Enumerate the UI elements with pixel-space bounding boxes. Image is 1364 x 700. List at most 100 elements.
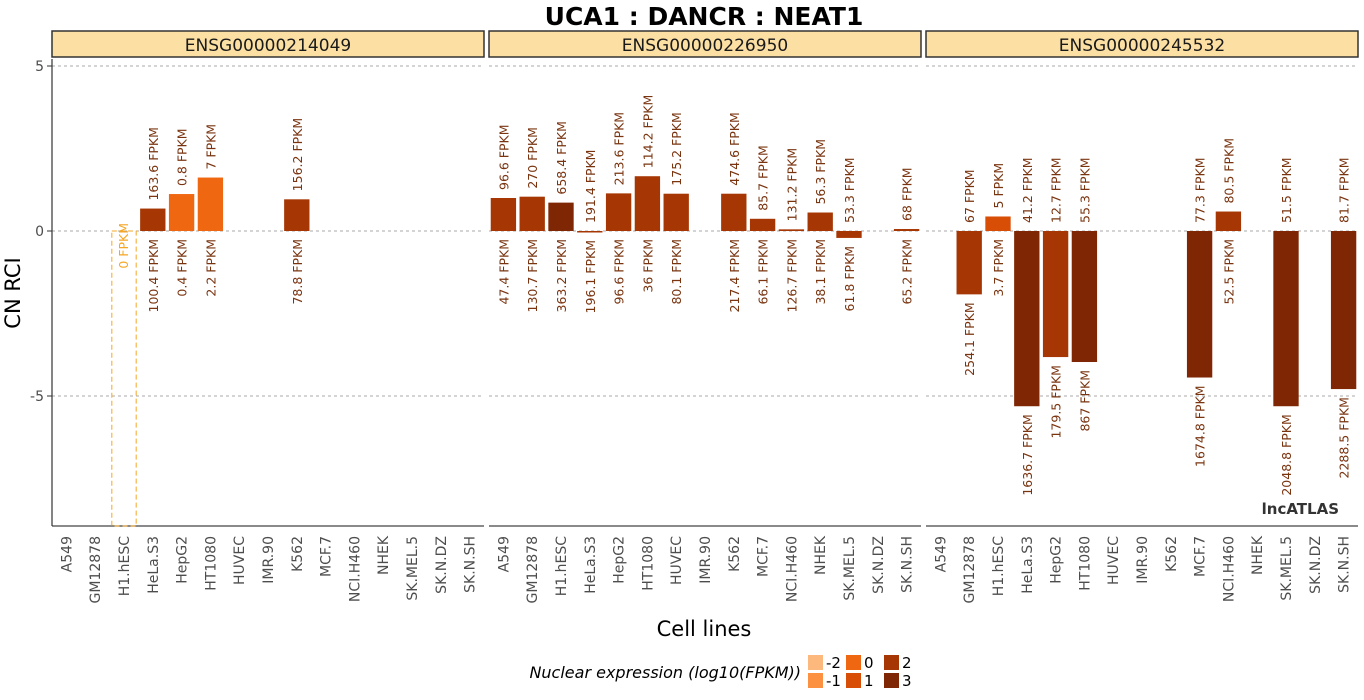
x-tick-label: SK.N.SH	[900, 536, 916, 593]
x-tick-label: SK.N.SH	[463, 536, 479, 593]
data-label-nuc: 65.2 FPKM	[900, 239, 915, 305]
x-tick-label: HepG2	[1049, 536, 1065, 584]
x-tick-label: IMR.90	[698, 536, 714, 584]
data-label-cyto: 55.3 FPKM	[1077, 157, 1092, 223]
x-tick-label: H1.hESC	[117, 536, 133, 596]
legend-label: 0	[864, 654, 874, 672]
data-label-nuc: 2288.5 FPKM	[1337, 397, 1352, 478]
x-tick-label: H1.hESC	[554, 536, 570, 596]
bar	[836, 231, 862, 238]
x-tick-label: GM12878	[525, 536, 541, 603]
facet-strip	[925, 30, 1359, 58]
y-tick-label: 5	[35, 59, 44, 75]
bar	[985, 216, 1011, 231]
data-label-nuc: 0.4 FPKM	[175, 239, 190, 297]
facet-strip	[51, 30, 485, 58]
x-tick-label: SK.N.DZ	[434, 536, 450, 594]
bar	[168, 194, 195, 231]
chart-title: UCA1 : DANCR : NEAT1	[545, 2, 864, 31]
facet-panels: ENSG00000214049 A549 GM12878 H1.hESC HeLa.S3…	[51, 30, 1359, 603]
bar	[577, 231, 603, 233]
x-tick-label: MCF.7	[1193, 536, 1209, 577]
x-tick-label: HeLa.S3	[1020, 536, 1036, 594]
y-tick-label: -5	[30, 389, 44, 405]
bar	[197, 177, 224, 231]
x-tick-label: H1.hESC	[991, 536, 1007, 596]
x-tick-label: GM12878	[962, 536, 978, 603]
x-tick-label: A549	[59, 536, 75, 572]
data-label-cyto: 191.4 FPKM	[583, 150, 598, 223]
data-label-nuc: 61.8 FPKM	[842, 246, 857, 312]
legend-swatch	[884, 655, 899, 670]
data-label-cyto: 51.5 FPKM	[1279, 157, 1294, 223]
legend-label: 2	[902, 654, 912, 672]
data-label-cyto: 53.3 FPKM	[842, 157, 857, 223]
data-label-nuc: 254.1 FPKM	[962, 302, 977, 375]
data-label-cyto: 41.2 FPKM	[1020, 157, 1035, 223]
x-tick-label: SK.N.DZ	[1308, 536, 1324, 594]
data-label-nuc: 100.4 FPKM	[146, 239, 161, 312]
data-label-cyto: 156.2 FPKM	[290, 118, 305, 191]
facet-strip-label: ENSG00000245532	[1059, 36, 1225, 56]
x-tick-label: SK.MEL.5	[1279, 536, 1295, 601]
bar	[1215, 211, 1242, 231]
data-label-nuc: 867 FPKM	[1077, 370, 1092, 432]
data-label-cyto: 114.2 FPKM	[640, 95, 655, 168]
data-label-nuc: 96.6 FPKM	[612, 239, 627, 305]
x-tick-label: NCI.H460	[1221, 536, 1237, 602]
bar	[519, 196, 545, 231]
bar	[893, 229, 920, 231]
data-label-cyto: 67 FPKM	[962, 169, 977, 223]
bar	[490, 198, 517, 231]
x-tick-label: K562	[290, 536, 306, 572]
y-axis-title: CN RCI	[1, 257, 25, 328]
bar	[1273, 231, 1299, 407]
data-label-cyto: 175.2 FPKM	[669, 112, 684, 185]
x-tick-label: MCF.7	[756, 536, 772, 577]
data-label-nuc: 2.2 FPKM	[203, 239, 218, 297]
x-tick-label: K562	[727, 536, 743, 572]
data-label-nuc: 126.7 FPKM	[784, 239, 799, 312]
data-label-cyto: 270 FPKM	[525, 127, 540, 189]
data-label-cyto: 68 FPKM	[900, 167, 915, 221]
data-label-nuc: 2048.8 FPKM	[1279, 414, 1294, 495]
bar-missing	[111, 230, 137, 527]
legend-label: -1	[826, 672, 841, 690]
bar	[1071, 231, 1098, 363]
bar	[140, 208, 166, 231]
data-label-nuc: 363.2 FPKM	[554, 239, 569, 312]
data-label-cyto: 12.7 FPKM	[1049, 157, 1064, 223]
data-label-cyto: 213.6 FPKM	[612, 112, 627, 185]
legend-label: -2	[826, 654, 841, 672]
bar	[663, 193, 689, 231]
data-label-nuc: 217.4 FPKM	[727, 239, 742, 312]
x-tick-label: HepG2	[612, 536, 628, 584]
x-tick-label: MCF.7	[319, 536, 335, 577]
facet-panel: ENSG00000214049 A549 GM12878 H1.hESC HeLa.S3…	[51, 30, 485, 603]
data-label-cyto: 474.6 FPKM	[727, 112, 742, 185]
x-tick-label: HepG2	[175, 536, 191, 584]
x-tick-label: NHEK	[376, 535, 392, 575]
x-tick-label: HUVEC	[1106, 536, 1122, 585]
facet-panel: ENSG00000226950 A549 GM12878 H1.hESC HeLa.S3…	[488, 30, 922, 603]
bar	[1014, 231, 1040, 407]
data-label-cyto: 0.8 FPKM	[175, 128, 190, 186]
data-label-nuc: 3.7 FPKM	[991, 239, 1006, 297]
data-label-cyto: 81.7 FPKM	[1337, 157, 1352, 223]
x-tick-label: A549	[496, 536, 512, 572]
x-tick-label: SK.N.DZ	[871, 536, 887, 594]
legend-swatch	[846, 673, 861, 688]
bar	[778, 229, 805, 231]
bar	[807, 212, 833, 231]
bar	[749, 218, 776, 231]
legend-label: 3	[902, 672, 912, 690]
bar	[1186, 231, 1213, 378]
x-tick-label: SK.MEL.5	[842, 536, 858, 601]
y-axis: 5 0 -5	[30, 59, 53, 526]
bar	[605, 193, 632, 231]
data-label-cyto: 85.7 FPKM	[756, 145, 771, 211]
data-label-nuc: 36 FPKM	[640, 239, 655, 293]
data-label-nuc: 47.4 FPKM	[496, 239, 511, 305]
x-tick-label: HUVEC	[669, 536, 685, 585]
